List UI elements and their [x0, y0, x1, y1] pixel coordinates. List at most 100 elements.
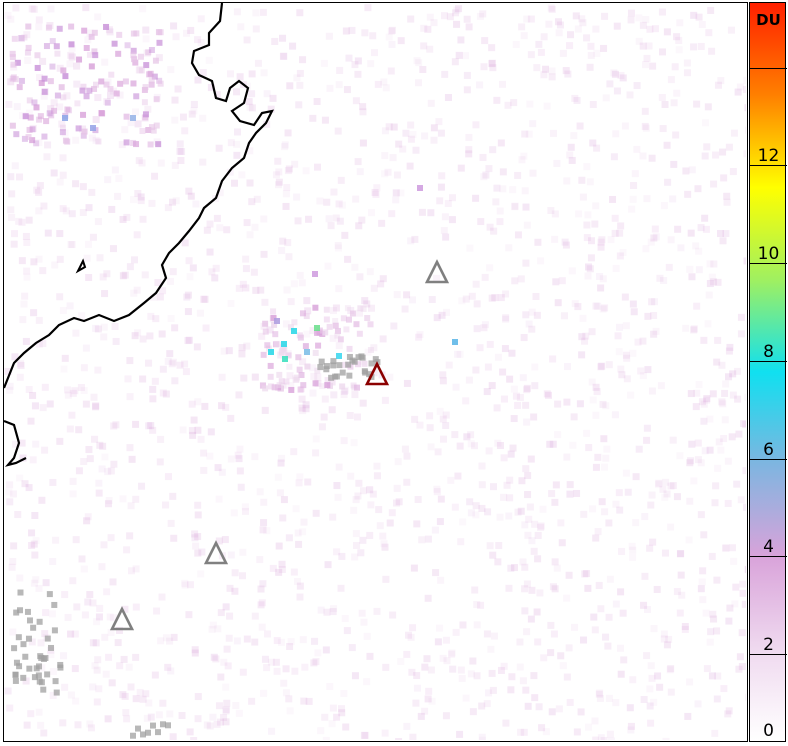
so2-pixel	[698, 578, 706, 586]
so2-pixel	[704, 320, 712, 328]
so2-pixel	[488, 294, 496, 302]
so2-pixel	[190, 100, 198, 108]
so2-pixel	[359, 487, 367, 495]
so2-pixel	[68, 23, 75, 30]
so2-pixel	[351, 672, 359, 680]
so2-pixel	[555, 705, 563, 713]
so2-pixel	[430, 124, 438, 132]
so2-pixel	[617, 588, 625, 596]
so2-pixel	[246, 231, 254, 239]
so2-pixel	[138, 482, 146, 490]
so2-pixel	[445, 361, 453, 369]
so2-pixel	[6, 382, 14, 390]
missing-data-pixel	[12, 677, 19, 684]
so2-pixel	[427, 209, 435, 217]
so2-pixel	[488, 44, 496, 52]
so2-pixel	[720, 685, 728, 693]
so2-pixel	[17, 35, 25, 43]
so2-pixel	[705, 291, 713, 299]
so2-pixel	[548, 5, 556, 13]
so2-pixel	[454, 472, 462, 480]
so2-pixel	[66, 425, 74, 433]
missing-data-pixel	[24, 608, 31, 615]
active-volcano-marker	[364, 361, 390, 386]
so2-pixel	[622, 322, 630, 330]
so2-pixel	[531, 363, 539, 371]
so2-pixel	[628, 542, 636, 550]
so2-pixel	[310, 659, 318, 667]
so2-pixel	[112, 421, 120, 429]
so2-pixel	[260, 69, 268, 77]
so2-pixel	[707, 628, 715, 636]
so2-pixel	[465, 150, 473, 158]
so2-pixel	[593, 388, 601, 396]
so2-pixel	[164, 473, 172, 481]
so2-pixel	[697, 459, 705, 467]
so2-pixel	[42, 609, 50, 617]
so2-pixel	[121, 605, 129, 613]
so2-pixel	[245, 98, 253, 106]
so2-pixel	[50, 169, 58, 177]
so2-pixel	[120, 655, 128, 663]
missing-data-pixel	[25, 635, 32, 642]
so2-pixel	[242, 265, 250, 273]
so2-pixel	[148, 199, 156, 207]
so2-pixel	[478, 462, 486, 470]
so2-pixel	[563, 594, 571, 602]
so2-pixel	[119, 691, 127, 699]
so2-pixel	[267, 658, 275, 666]
so2-pixel	[332, 214, 340, 222]
so2-pixel	[100, 333, 108, 341]
so2-pixel	[673, 588, 681, 596]
so2-pixel	[619, 249, 627, 257]
so2-pixel	[16, 373, 24, 381]
so2-pixel	[287, 324, 294, 331]
so2-pixel	[80, 111, 87, 118]
so2-pixel	[694, 456, 702, 464]
so2-pixel	[607, 737, 615, 745]
missing-data-pixel	[323, 363, 330, 370]
so2-pixel	[439, 415, 447, 423]
so2-pixel	[41, 383, 49, 391]
so2-pixel	[403, 379, 411, 387]
so2-pixel	[742, 503, 750, 511]
so2-pixel	[330, 307, 338, 315]
so2-pixel	[262, 328, 269, 335]
so2-pixel	[290, 280, 298, 288]
so2-pixel	[672, 131, 680, 139]
so2-pixel	[16, 574, 24, 582]
so2-pixel	[126, 357, 134, 365]
so2-pixel	[606, 575, 614, 583]
so2-pixel	[127, 119, 135, 127]
so2-pixel	[145, 49, 152, 56]
so2-pixel	[101, 453, 109, 461]
so2-pixel	[137, 197, 145, 205]
so2-pixel	[291, 667, 299, 675]
so2-pixel	[69, 577, 77, 585]
so2-pixel	[289, 42, 297, 50]
so2-pixel	[353, 413, 361, 421]
so2-pixel	[701, 447, 709, 455]
so2-pixel	[279, 344, 287, 352]
so2-pixel	[390, 322, 398, 330]
so2-pixel	[409, 624, 417, 632]
so2-pixel	[535, 703, 543, 711]
so2-pixel	[203, 226, 211, 234]
so2-pixel	[69, 389, 77, 397]
so2-pixel	[235, 455, 243, 463]
so2-pixel	[570, 413, 578, 421]
so2-pixel	[164, 204, 172, 212]
so2-pixel	[484, 508, 492, 516]
so2-pixel	[157, 435, 165, 443]
so2-pixel	[314, 649, 322, 657]
so2-pixel	[688, 166, 696, 174]
so2-pixel	[73, 603, 81, 611]
so2-pixel	[343, 326, 350, 333]
so2-pixel	[299, 528, 307, 536]
missing-data-pixel	[20, 641, 27, 648]
so2-pixel	[89, 639, 97, 647]
so2-pixel	[437, 183, 445, 191]
so2-pixel	[181, 579, 189, 587]
so2-pixel	[295, 540, 303, 548]
so2-pixel	[677, 550, 685, 558]
